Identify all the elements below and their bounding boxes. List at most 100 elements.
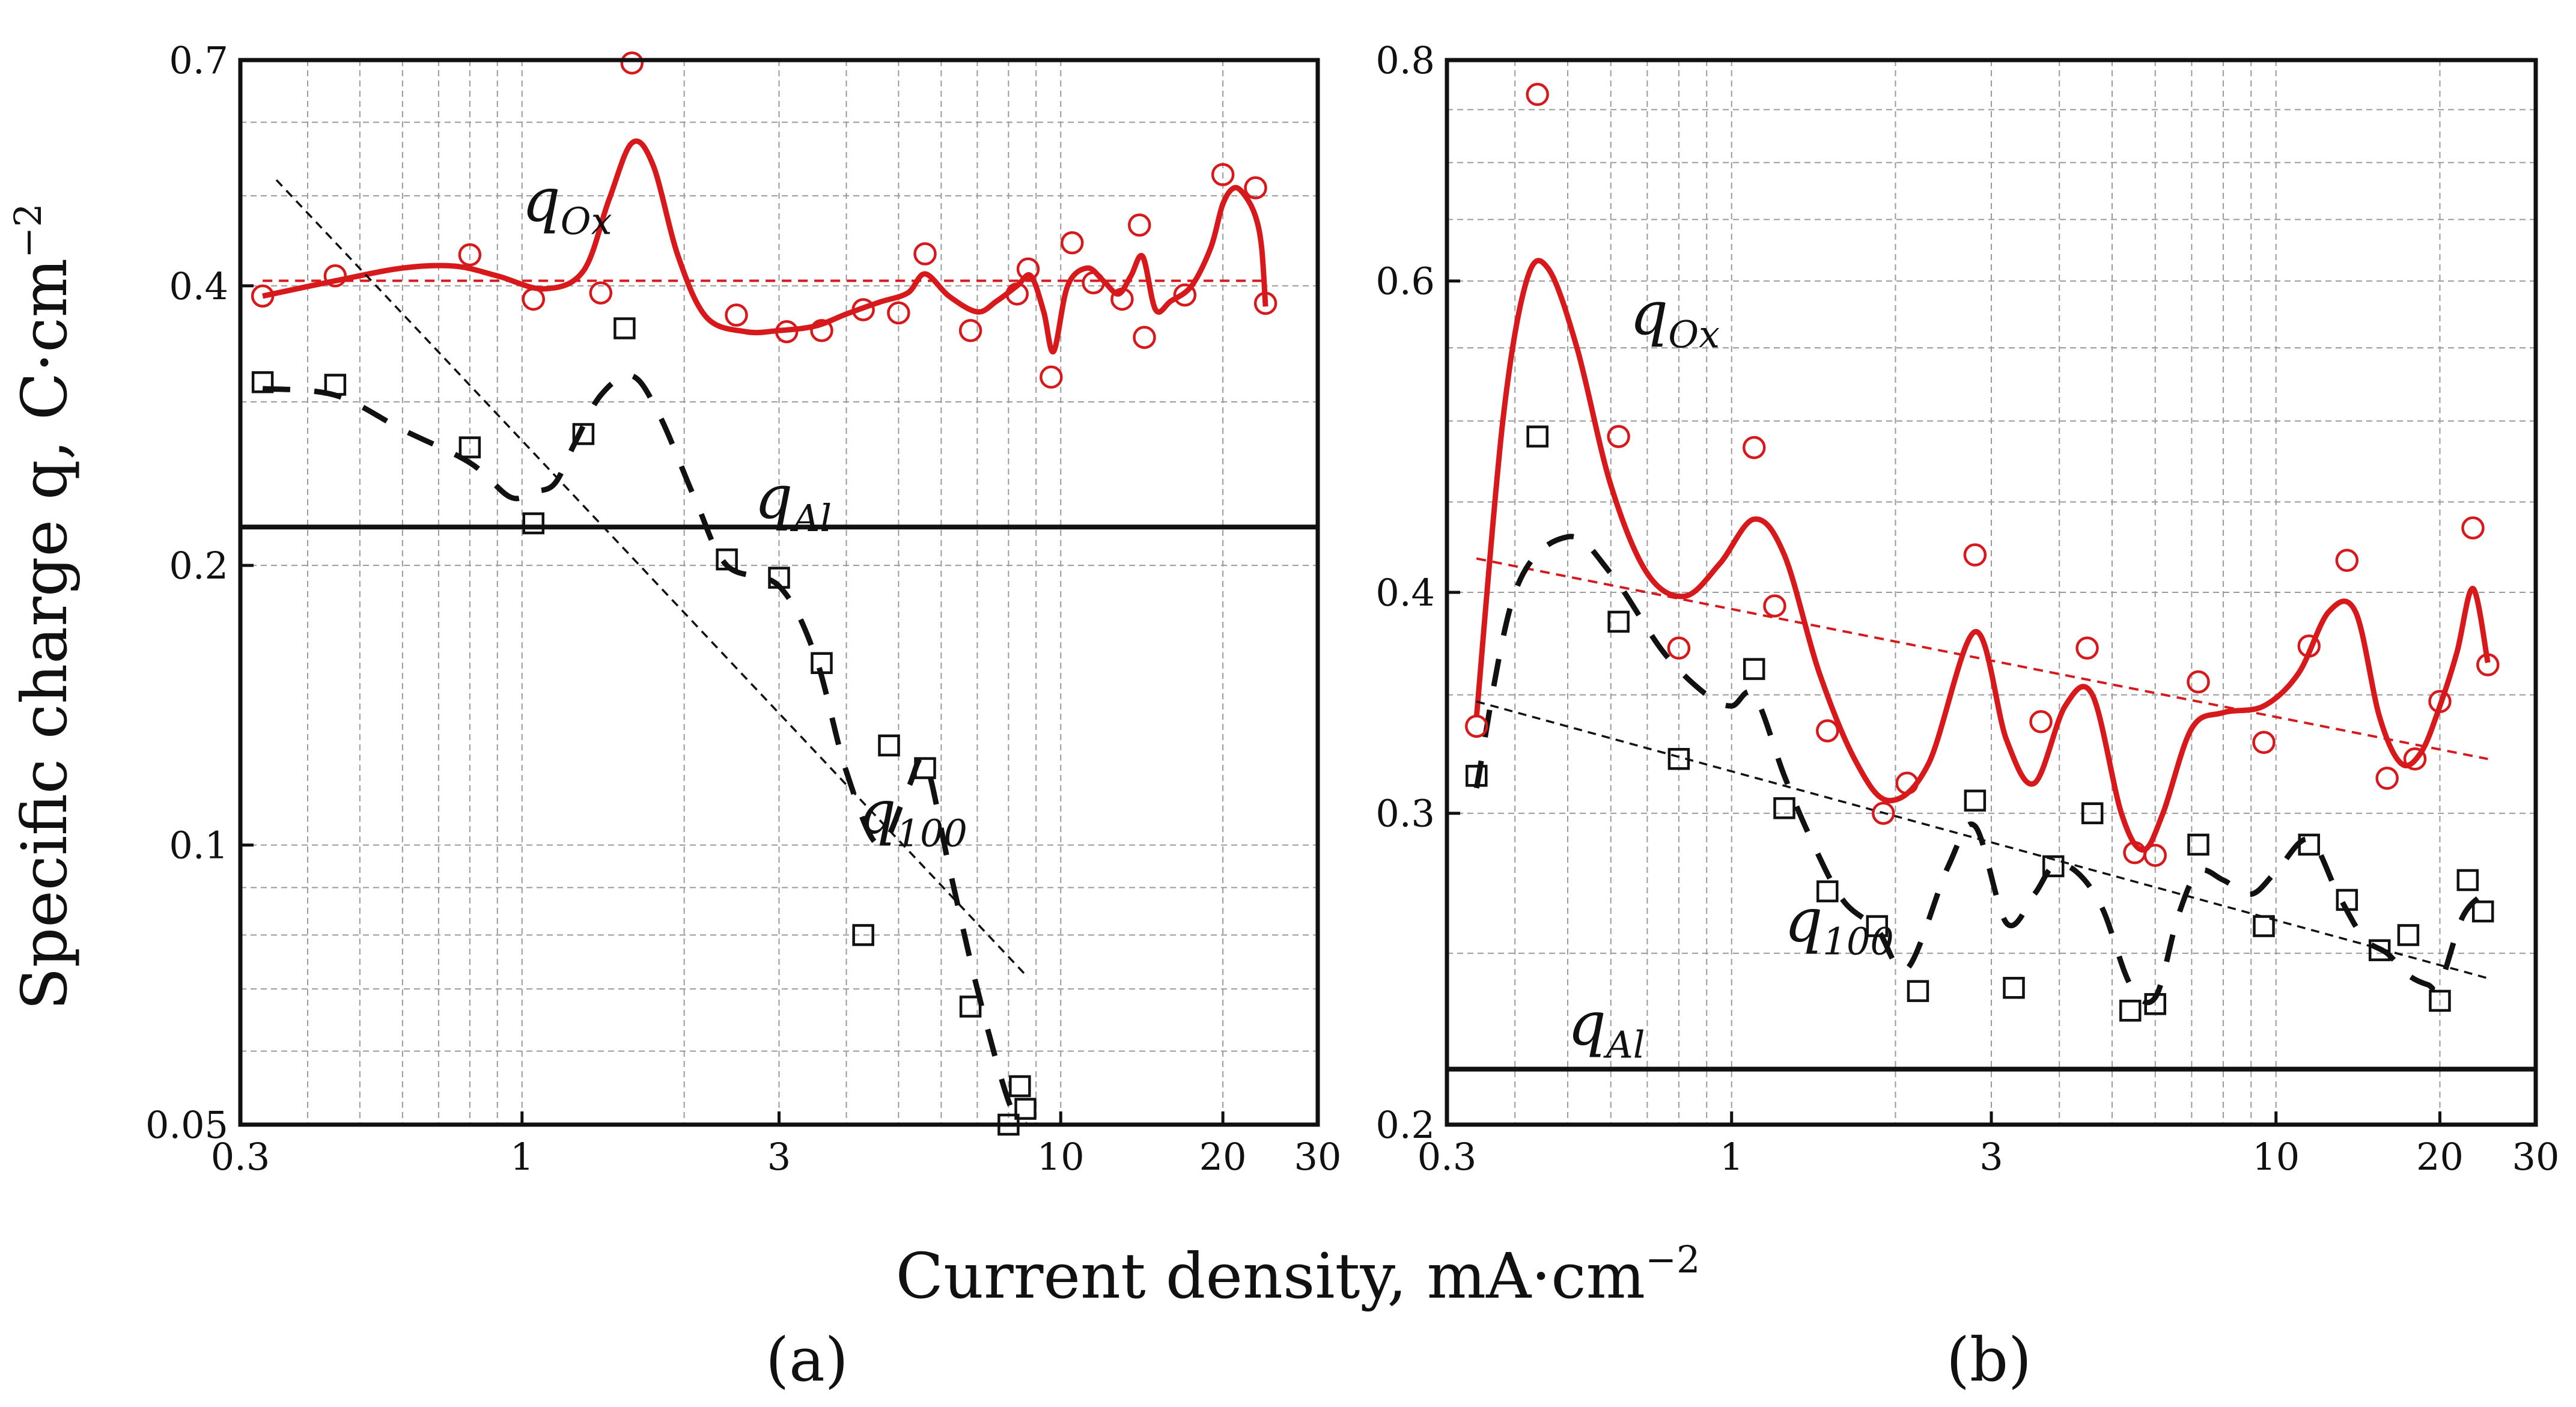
annotation-subscript: 100 (897, 812, 967, 855)
annotation-q-ox: qOx (522, 165, 612, 243)
series-line-q-100-dashed-curve (262, 372, 1028, 1125)
data-point-circle (887, 301, 910, 325)
y-tick-label: 0.1 (169, 824, 228, 868)
data-point-circle (2075, 636, 2099, 660)
data-point-square (852, 924, 874, 946)
panel-a-label: (a) (766, 1325, 848, 1395)
series-line-q-100-dashed-curve (1473, 533, 2485, 1006)
data-point-circle (725, 303, 748, 327)
y-tick-label: 0.05 (145, 1103, 228, 1147)
series-line-q-100-trend (1476, 700, 2488, 979)
data-point-square (2456, 869, 2479, 892)
data-point-square (324, 374, 347, 396)
data-point-square (878, 734, 900, 757)
y-tick-label: 0.4 (169, 264, 228, 308)
y-tick-label: 0.4 (1375, 571, 1435, 615)
annotation-subscript: Al (790, 496, 832, 540)
annotation-subscript: Ox (1668, 312, 1720, 356)
data-point-square (1773, 797, 1795, 819)
panel-a-ticks: 0.3 1 3 10 20 30 0.05 0.1 0.2 0.4 0.7 (145, 38, 1342, 1179)
data-point-circle (1128, 213, 1151, 237)
data-point-square (959, 995, 982, 1018)
data-point-circle (2029, 710, 2053, 734)
data-point-circle (2335, 549, 2359, 573)
data-point-square (2471, 900, 2494, 923)
y-tick-label: 0.8 (1375, 38, 1435, 82)
data-point-circle (1082, 271, 1105, 294)
data-point-circle (1173, 283, 1197, 307)
x-tick-label: 3 (1979, 1135, 2003, 1179)
data-point-square (1014, 1098, 1037, 1120)
series-markers-q-ox-data (251, 51, 1277, 389)
x-tick-label: 3 (767, 1135, 791, 1179)
data-point-square (811, 652, 833, 674)
y-axis-label: Specific charge q, C·cm−2 (6, 203, 81, 1010)
data-point-circle (2428, 690, 2452, 713)
data-point-circle (2297, 634, 2321, 658)
data-point-circle (1133, 326, 1156, 349)
x-tick-label: 20 (1199, 1135, 1247, 1179)
data-point-circle (1742, 436, 1766, 460)
data-point-square (1607, 610, 1630, 633)
annotation-q-al: qAl (1568, 989, 1645, 1067)
data-point-circle (1244, 176, 1267, 199)
data-point-square (914, 757, 936, 779)
panel-a-grid (240, 59, 1318, 1125)
data-point-circle (1016, 257, 1040, 281)
annotation-subscript: 100 (1823, 919, 1894, 963)
y-tick-label: 0.2 (169, 544, 228, 588)
data-point-circle (1667, 636, 1691, 660)
data-point-circle (851, 298, 875, 321)
x-tick-label: 30 (1294, 1135, 1342, 1179)
annotation-q-ox: qOx (1630, 278, 1720, 356)
data-point-square (2144, 993, 2166, 1015)
annotation-subscript: Al (1603, 1023, 1645, 1067)
annotation-symbol: q (754, 462, 793, 532)
y-tick-label: 0.6 (1375, 260, 1435, 303)
data-point-circle (1895, 771, 1919, 795)
data-point-square (1743, 658, 1765, 680)
data-point-square (458, 436, 481, 458)
annotation-q-hundred: q100 (1785, 885, 1894, 963)
data-point-square (2081, 802, 2104, 824)
data-point-circle (2187, 670, 2210, 694)
annotation-symbol: q (1785, 885, 1823, 955)
series-line-q-ox-trend (1476, 557, 2488, 761)
data-point-square (2253, 915, 2275, 937)
data-point-square (2429, 989, 2451, 1012)
data-point-circle (810, 318, 833, 342)
data-point-square (1009, 1075, 1031, 1098)
data-point-circle (1253, 291, 1277, 315)
data-point-circle (958, 318, 982, 342)
data-point-square (1667, 748, 1690, 770)
data-point-circle (458, 243, 482, 267)
data-point-circle (2476, 653, 2500, 676)
data-point-circle (1763, 594, 1786, 618)
x-tick-label: 30 (2512, 1135, 2560, 1179)
panel-b-label: (b) (1946, 1325, 2032, 1395)
annotation-symbol: q (522, 165, 561, 235)
data-point-circle (251, 284, 275, 308)
series-line-q-ox-smooth (262, 138, 1268, 354)
data-point-circle (323, 264, 347, 288)
data-point-square (614, 317, 636, 339)
y-tick-label: 0.7 (169, 38, 228, 82)
data-point-square (2368, 939, 2391, 961)
data-point-square (1964, 789, 1987, 812)
data-point-square (2187, 833, 2209, 856)
x-tick-label: 0.3 (211, 1135, 270, 1179)
annotation-subscript: Ox (561, 199, 612, 243)
data-point-circle (1061, 231, 1084, 255)
data-point-square (2119, 1000, 2142, 1022)
panel-a-frame (238, 58, 1320, 1127)
x-tick-label: 10 (2252, 1135, 2300, 1179)
data-point-circle (1464, 714, 1488, 738)
series-line-q-ox-smooth (1473, 258, 2491, 853)
annotation-symbol: q (1630, 278, 1668, 348)
data-point-square (2042, 855, 2065, 878)
annotation-q-al: qAl (754, 462, 832, 540)
